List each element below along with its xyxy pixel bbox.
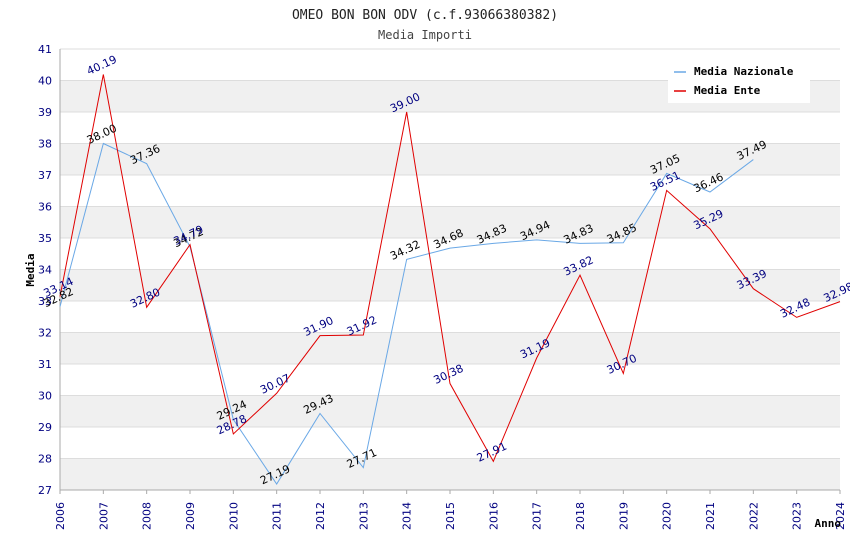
legend: Media Nazionale Media Ente xyxy=(668,59,810,103)
y-tick-label: 41 xyxy=(38,43,52,56)
x-tick-label: 2017 xyxy=(531,502,544,530)
legend-box xyxy=(668,59,810,103)
x-tick-label: 2021 xyxy=(704,502,717,530)
data-label: 40.19 xyxy=(85,53,119,78)
y-tick-label: 40 xyxy=(38,75,52,88)
y-axis-label: Media xyxy=(24,253,37,286)
y-tick-label: 39 xyxy=(38,106,52,119)
x-tick-label: 2020 xyxy=(661,502,674,530)
x-tick-label: 2008 xyxy=(141,502,154,530)
x-axis-label: Anno xyxy=(815,517,842,530)
grid-band xyxy=(60,143,840,175)
x-tick-label: 2015 xyxy=(444,502,457,530)
grid-bands xyxy=(60,80,840,490)
x-tick-label: 2012 xyxy=(314,502,327,530)
legend-label-ente: Media Ente xyxy=(694,84,761,97)
series-line-ente xyxy=(59,74,841,463)
y-tick-label: 38 xyxy=(38,138,52,151)
chart-title: OMEO BON BON ODV (c.f.93066380382) xyxy=(292,8,558,23)
x-tick-label: 2007 xyxy=(97,502,110,530)
x-tick-label: 2006 xyxy=(54,502,67,530)
y-tick-label: 34 xyxy=(38,264,52,277)
grid-band xyxy=(60,269,840,301)
x-tick-label: 2010 xyxy=(227,502,240,530)
y-tick-label: 37 xyxy=(38,169,52,182)
x-tick-label: 2019 xyxy=(617,502,630,530)
chart-subtitle: Media Importi xyxy=(378,28,472,42)
x-tick-label: 2009 xyxy=(184,502,197,530)
y-tick-label: 30 xyxy=(38,390,52,403)
y-tick-label: 29 xyxy=(38,421,52,434)
y-tick-label: 33 xyxy=(38,295,52,308)
series-lines xyxy=(59,74,841,485)
legend-label-nazionale: Media Nazionale xyxy=(694,65,794,78)
y-tick-label: 36 xyxy=(38,201,52,214)
y-tick-label: 27 xyxy=(38,484,52,497)
x-tick-label: 2016 xyxy=(487,502,500,530)
x-tick-label: 2013 xyxy=(357,502,370,530)
y-tick-label: 28 xyxy=(38,453,52,466)
grid-band xyxy=(60,332,840,364)
data-label: 34.32 xyxy=(388,238,422,263)
grid-lines xyxy=(60,48,840,491)
grid-band xyxy=(60,395,840,427)
x-tick-label: 2022 xyxy=(747,502,760,530)
x-tick-labels: 2006 2007 2008 2009 2010 2011 2012 2013 2014 2015… xyxy=(54,490,847,530)
y-tick-label: 31 xyxy=(38,358,52,371)
y-tick-label: 35 xyxy=(38,232,52,245)
x-tick-label: 2014 xyxy=(401,502,414,530)
grid-band xyxy=(60,458,840,490)
data-label: 30.07 xyxy=(258,372,292,397)
y-tick-label: 32 xyxy=(38,327,52,340)
x-tick-label: 2011 xyxy=(271,502,284,530)
grid-band xyxy=(60,206,840,238)
series-line-nazionale xyxy=(59,142,754,485)
y-tick-labels: 27 28 29 30 31 32 33 34 35 36 37 38 39 40 41 xyxy=(38,43,52,497)
x-tick-label: 2024 xyxy=(834,502,847,530)
data-label: 30.38 xyxy=(431,362,465,387)
x-tick-label: 2023 xyxy=(791,502,804,530)
x-tick-label: 2018 xyxy=(574,502,587,530)
